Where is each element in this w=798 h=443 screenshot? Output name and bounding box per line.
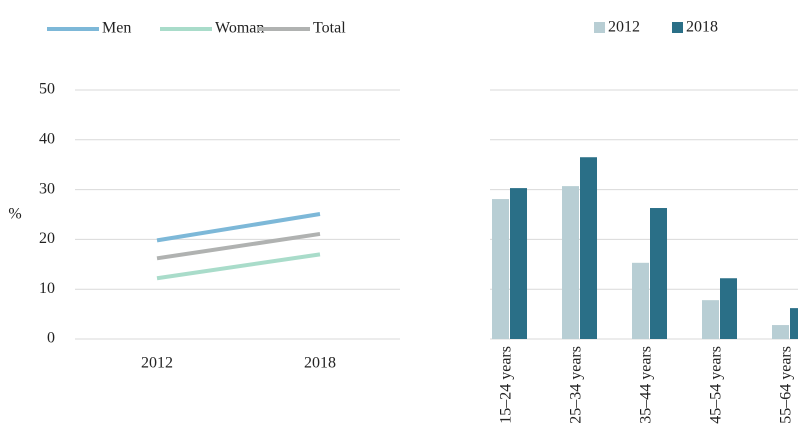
- bar: [720, 278, 737, 339]
- bar: [510, 188, 527, 339]
- bar: [562, 186, 579, 339]
- x-tick-label: 15–24 years: [498, 346, 515, 424]
- bar: [790, 308, 798, 339]
- bar: [492, 199, 509, 339]
- y-axis-label: %: [8, 206, 21, 223]
- y-tick-label: 50: [39, 81, 55, 98]
- legend-swatch: [594, 22, 605, 33]
- y-tick-label: 30: [39, 180, 55, 197]
- legend-swatch: [672, 22, 683, 33]
- bar: [702, 300, 719, 339]
- bar: [632, 262, 649, 339]
- bar: [580, 157, 597, 339]
- legend-label: 2018: [686, 19, 718, 36]
- y-tick-label: 40: [39, 130, 55, 147]
- legend-label: Men: [102, 20, 131, 37]
- x-tick-label: 25–34 years: [568, 346, 585, 424]
- y-tick-label: 0: [47, 330, 55, 347]
- y-tick-label: 20: [39, 230, 55, 247]
- x-tick-label: 55–64 years: [778, 346, 795, 424]
- y-tick-label: 10: [39, 280, 55, 297]
- line-series: [156, 252, 321, 281]
- x-tick-label: 2018: [304, 355, 336, 372]
- legend-label: Woman: [215, 20, 264, 37]
- line-series: [156, 212, 321, 243]
- line-series: [156, 231, 321, 261]
- bar: [650, 208, 667, 339]
- legend-label: 2012: [608, 19, 640, 36]
- legend-label: Total: [313, 20, 346, 37]
- x-tick-label: 2012: [141, 355, 173, 372]
- bar: [772, 325, 789, 339]
- x-tick-label: 45–54 years: [708, 346, 725, 424]
- x-tick-label: 35–44 years: [638, 346, 655, 424]
